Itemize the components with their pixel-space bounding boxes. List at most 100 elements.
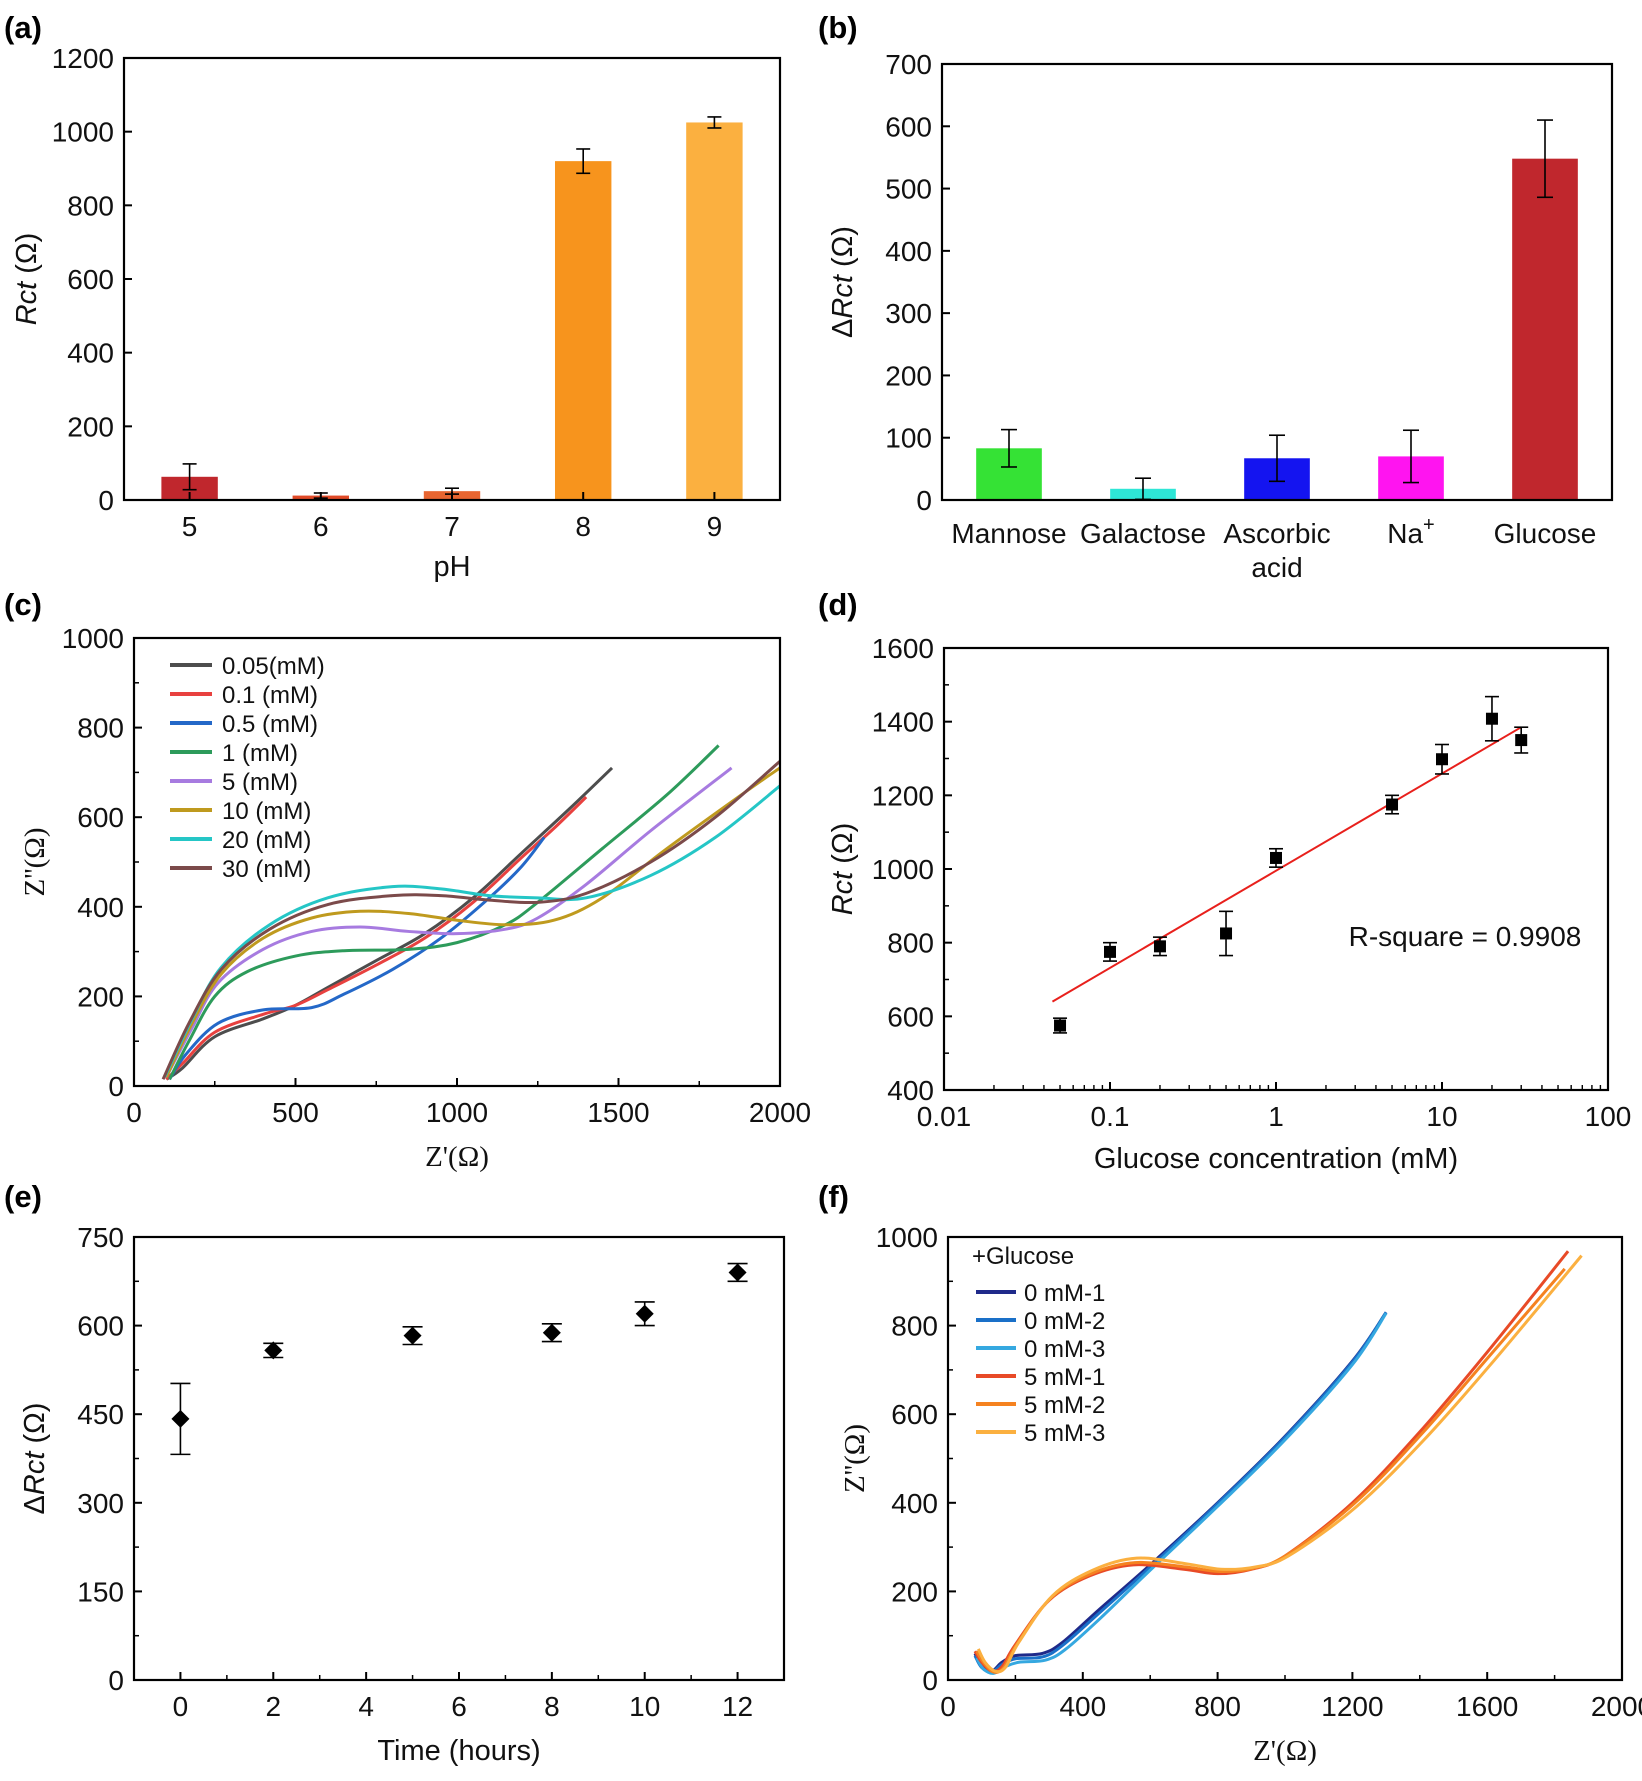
y-tick-label: 300 [77,1488,124,1519]
x-category-label: Mannose [951,518,1066,549]
legend-label: 1 (mM) [222,740,298,767]
series-line-0 [165,766,614,1081]
x-category-superscript: + [1423,514,1435,536]
bar-glucose [1512,158,1578,500]
legend-label: 30 (mM) [222,856,311,883]
bar-ph-9 [686,122,743,500]
ylabel-unit: (Ω) [827,226,859,275]
series-line-3 [168,744,720,1080]
y-tick-label: 600 [887,1001,934,1032]
ylabel-unit: (Ω) [11,233,43,282]
x-category-label: acid [1251,552,1302,583]
ylabel-italic: Rct [19,1450,51,1495]
legend-title: +Glucose [972,1243,1074,1270]
y-tick-label: 100 [885,423,932,454]
y-tick-label: 600 [891,1399,938,1430]
series-line-2 [168,836,546,1081]
data-point [171,1409,190,1428]
ylabel-italic: Rct [827,273,859,318]
legend-label: 0.5 (mM) [222,711,318,738]
y-tick-label: 800 [67,190,114,221]
y-tick-label: 0 [916,485,932,516]
r-square-annotation: R-square = 0.9908 [1349,921,1582,952]
data-point [1153,940,1166,953]
data-point [1515,734,1528,747]
data-point [542,1323,561,1342]
x-tick-label: 0 [126,1097,142,1128]
y-tick-label: 0 [98,485,114,516]
y-axis-label: ΔRct (Ω) [19,1403,51,1515]
x-tick-label: 100 [1585,1101,1632,1132]
series-line-3 [973,1250,1570,1673]
legend-label: 0.05(mM) [222,653,325,680]
x-tick-label: 2 [265,1691,281,1722]
y-tick-label: 0 [108,1665,124,1696]
y-tick-label: 1000 [876,1222,938,1253]
data-point [1436,753,1448,766]
y-tick-label: 800 [77,713,124,744]
y-tick-label: 500 [885,174,932,205]
x-tick-label: 0 [940,1691,956,1722]
y-tick-label: 300 [885,298,932,329]
x-category-label: Glucose [1494,518,1597,549]
panel-label-e: (e) [4,1179,42,1214]
x-tick-label: 0 [173,1691,189,1722]
bar-ph-8 [554,161,612,500]
legend-label: 10 (mM) [222,798,311,825]
ylabel-unit: (Ω) [827,823,859,872]
y-tick-label: 600 [67,264,114,295]
x-tick-label: 7 [444,511,460,542]
x-tick-label: 400 [1059,1691,1106,1722]
x-tick-label: 12 [722,1691,753,1722]
x-tick-label: 5 [182,511,198,542]
ylabel-unit: (Ω) [19,1403,51,1452]
x-tick-label: 6 [451,1691,467,1722]
fit-line [1051,726,1522,1003]
x-tick-label: 1 [1268,1101,1284,1132]
data-point [1104,945,1116,958]
panel-label-a: (a) [4,10,42,45]
y-tick-label: 750 [77,1222,124,1253]
series-line-1 [165,795,588,1081]
x-tick-label: 8 [575,511,591,542]
ylabel-prefix: Δ [827,319,859,338]
ylabel-italic: Rct [827,870,859,915]
x-tick-label: 800 [1194,1691,1241,1722]
x-tick-label: 2000 [749,1097,811,1128]
x-axis-label: Time (hours) [377,1735,540,1767]
x-tick-label: 0.01 [917,1101,972,1132]
y-tick-label: 200 [67,411,114,442]
y-tick-label: 1200 [872,780,934,811]
y-tick-label: 1000 [872,854,934,885]
legend-label: 5 mM-2 [1024,1392,1105,1419]
x-category-label: Ascorbic [1223,518,1330,549]
data-point [1386,798,1399,811]
y-tick-label: 0 [922,1665,938,1696]
y-axis-label: Z''(Ω) [19,827,51,896]
x-tick-label: 10 [629,1691,660,1722]
y-tick-label: 600 [885,111,932,142]
data-point [635,1304,654,1323]
data-point [403,1326,422,1345]
legend-label: 0 mM-3 [1024,1336,1105,1363]
data-point [1485,712,1498,725]
x-tick-label: 8 [544,1691,560,1722]
y-tick-label: 200 [891,1576,938,1607]
y-tick-label: 0 [108,1071,124,1102]
x-axis-label: Z'(Ω) [1253,1735,1317,1767]
y-tick-label: 1000 [62,623,124,654]
y-tick-label: 400 [77,892,124,923]
x-category-label: Galactose [1080,518,1206,549]
data-point [264,1341,283,1360]
ylabel-italic: Rct [11,280,43,325]
y-tick-label: 450 [77,1399,124,1430]
x-tick-label: 500 [272,1097,319,1128]
panel-label-d: (d) [818,587,858,622]
chart-panel-f: 0 200 400 600 800 1000 0 400 800 1200 1600 2000 Z'(Ω… [839,1222,1642,1767]
legend-label: 5 mM-1 [1024,1364,1105,1391]
legend-label: 20 (mM) [222,827,311,854]
data-point [1270,851,1282,864]
y-tick-label: 400 [67,338,114,369]
x-tick-label: 0.1 [1091,1101,1130,1132]
